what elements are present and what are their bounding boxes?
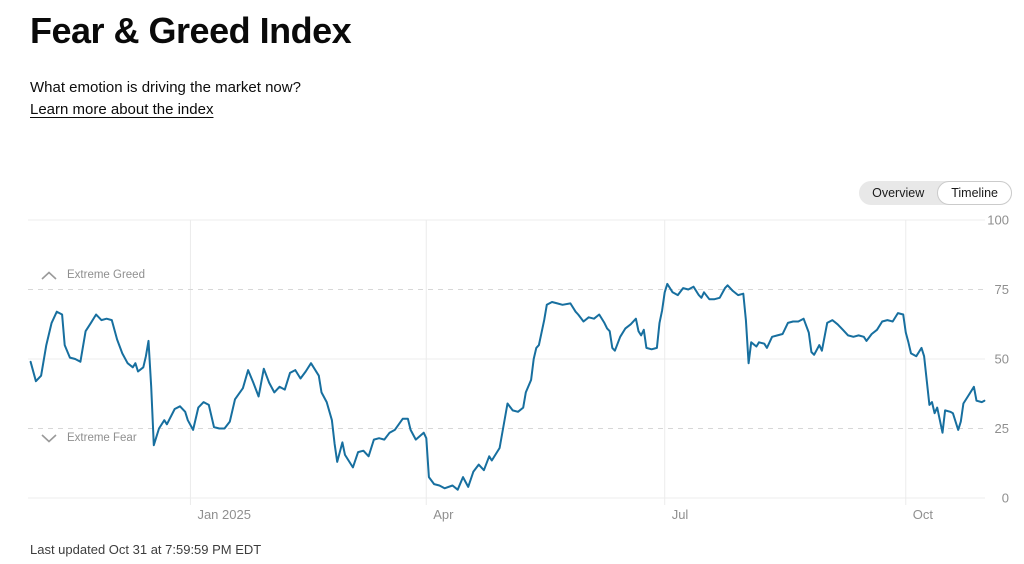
page-title: Fear & Greed Index bbox=[30, 10, 352, 51]
chevron-down-icon bbox=[41, 433, 57, 443]
x-tick-label: Jan 2025 bbox=[197, 507, 251, 522]
extreme-fear-label: Extreme Fear bbox=[40, 432, 137, 444]
y-tick-label: 25 bbox=[995, 421, 1009, 436]
learn-more-link[interactable]: Learn more about the index bbox=[30, 101, 214, 118]
extreme-fear-text: Extreme Fear bbox=[67, 432, 137, 444]
toggle-overview[interactable]: Overview bbox=[859, 181, 937, 205]
y-tick-label: 0 bbox=[1002, 491, 1009, 506]
x-tick-label: Jul bbox=[672, 507, 689, 522]
x-tick-label: Apr bbox=[433, 507, 454, 522]
page-subtitle: What emotion is driving the market now? bbox=[30, 79, 301, 96]
x-tick-label: Oct bbox=[913, 507, 934, 522]
toggle-timeline[interactable]: Timeline bbox=[937, 181, 1012, 205]
view-toggle: Overview Timeline bbox=[859, 181, 1012, 205]
y-tick-label: 50 bbox=[995, 352, 1009, 367]
extreme-greed-text: Extreme Greed bbox=[67, 269, 145, 281]
extreme-greed-label: Extreme Greed bbox=[40, 269, 145, 281]
y-tick-label: 100 bbox=[987, 213, 1009, 228]
y-tick-label: 75 bbox=[995, 282, 1009, 297]
last-updated: Last updated Oct 31 at 7:59:59 PM EDT bbox=[30, 542, 262, 557]
chevron-up-icon bbox=[41, 270, 57, 280]
index-line bbox=[29, 282, 986, 491]
